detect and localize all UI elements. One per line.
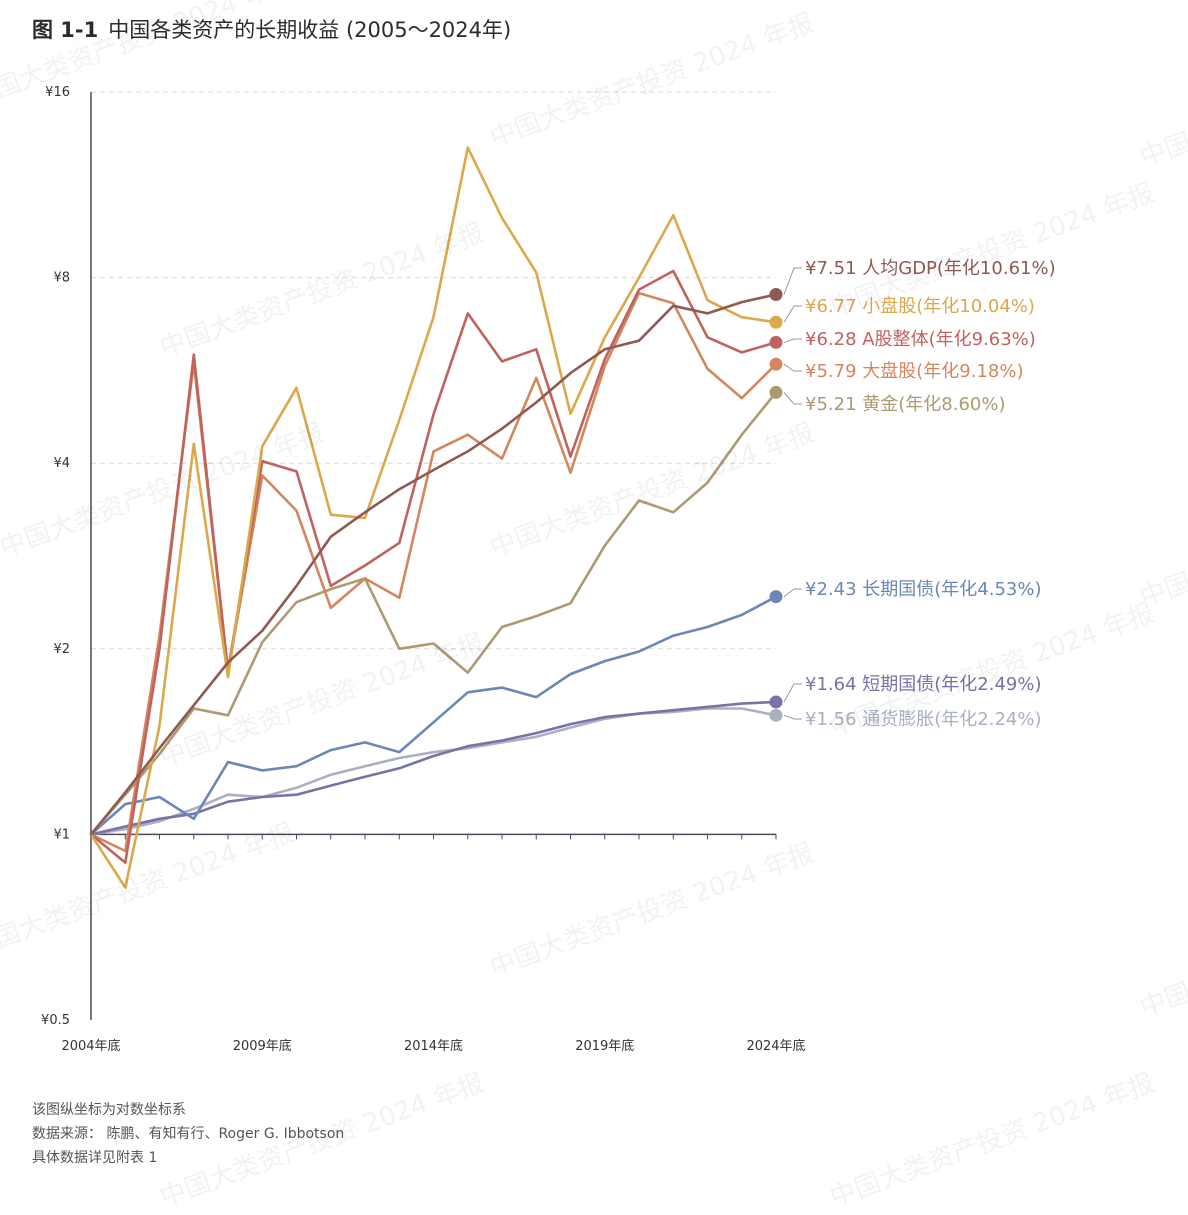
series-end-label: ¥6.28 A股整体(年化9.63%) — [805, 329, 1036, 350]
series-end-label: ¥1.56 通货膨胀(年化2.24%) — [805, 709, 1041, 730]
y-tick-label: ¥2 — [53, 642, 70, 657]
series-line-A股整体 — [89, 269, 778, 864]
x-tick-label: 2004年底 — [61, 1038, 120, 1054]
leader-line — [783, 714, 802, 720]
leader-line — [783, 392, 802, 405]
figure-title-text: 中国各类资产的长期收益 (2005～2024年) — [108, 18, 512, 42]
series-end-label: ¥6.77 小盘股(年化10.04%) — [805, 296, 1035, 317]
series-endpoint-大盘股 — [769, 357, 783, 371]
y-tick-label: ¥4 — [53, 456, 70, 471]
x-tick-label: 2009年底 — [233, 1038, 292, 1054]
leader-line — [783, 588, 802, 598]
series-line-黄金 — [89, 391, 778, 836]
series-line-短期国债 — [89, 700, 778, 836]
note-appendix: 具体数据详见附表 1 — [32, 1150, 158, 1166]
series-endpoint-长期国债 — [769, 590, 783, 604]
y-tick-label: ¥1 — [53, 827, 70, 842]
series-line-人均GDP — [89, 293, 778, 836]
series-endpoint-人均GDP — [769, 288, 783, 302]
series-line-大盘股 — [89, 291, 778, 853]
series-end-label: ¥1.64 短期国债(年化2.49%) — [805, 674, 1041, 695]
series-endpoint-黄金 — [769, 385, 783, 399]
x-tick-label: 2014年底 — [404, 1038, 463, 1054]
leader-line — [783, 305, 802, 323]
series-end-label: ¥5.21 黄金(年化8.60%) — [805, 394, 1005, 415]
leader-line — [783, 363, 802, 372]
series-line-长期国债 — [89, 595, 778, 836]
leader-line — [783, 338, 802, 343]
leader-line — [783, 267, 802, 295]
chart-notes: 该图纵坐标为对数坐标系 数据来源： 陈鹏、有知有行、Roger G. Ibbot… — [32, 1098, 344, 1170]
series-end-label: ¥7.51 人均GDP(年化10.61%) — [805, 258, 1056, 279]
leader-line — [783, 683, 802, 703]
series-end-label: ¥2.43 长期国债(年化4.53%) — [805, 579, 1041, 600]
y-tick-label: ¥16 — [45, 85, 70, 100]
series-end-label: ¥5.79 大盘股(年化9.18%) — [805, 361, 1023, 382]
y-tick-label: ¥0.5 — [41, 1013, 70, 1028]
line-chart: ¥0.5 ¥1 ¥2 ¥4 ¥8 ¥16 2004年底 2009年底 2014年底 2019年底 2… — [41, 85, 1056, 1054]
series-line-通货膨胀 — [89, 707, 778, 836]
series-endpoint-短期国债 — [769, 695, 783, 709]
x-tick-label: 2024年底 — [746, 1038, 805, 1054]
series-endpoint-通货膨胀 — [769, 708, 783, 722]
y-tick-label: ¥8 — [53, 271, 70, 286]
series-endpoint-A股整体 — [769, 335, 783, 349]
figure-number: 图 1-1 — [32, 18, 99, 42]
chart-title: 图 1-1 中国各类资产的长期收益 (2005～2024年) — [32, 14, 511, 44]
note-data-source: 数据来源： 陈鹏、有知有行、Roger G. Ibbotson — [32, 1126, 345, 1142]
x-tick-label: 2019年底 — [575, 1038, 634, 1054]
series-endpoint-小盘股 — [769, 315, 783, 329]
note-log-scale: 该图纵坐标为对数坐标系 — [32, 1102, 186, 1118]
series-line-小盘股 — [89, 146, 778, 889]
